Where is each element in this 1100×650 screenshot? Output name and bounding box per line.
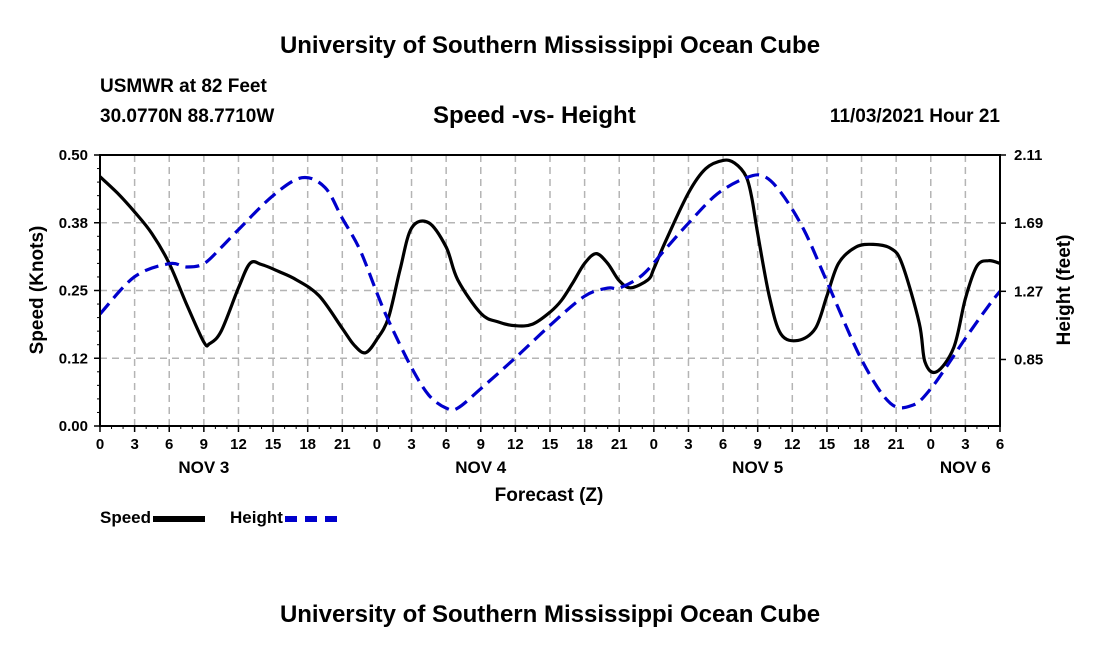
legend-item-height: Height xyxy=(230,508,337,528)
y-tick-label-right: 1.69 xyxy=(1014,215,1043,232)
legend-label-height: Height xyxy=(230,508,283,527)
y-axis-label-left: Speed (Knots) xyxy=(27,226,48,355)
x-tick-label: 12 xyxy=(507,436,524,453)
grid-layer xyxy=(100,154,1000,426)
y-tick-label-right: 1.27 xyxy=(1014,283,1043,300)
y-tick-label-right: 0.85 xyxy=(1014,351,1043,368)
chart-subtitle: Speed -vs- Height xyxy=(433,102,636,129)
y-tick-label-right: 2.11 xyxy=(1014,147,1042,164)
day-label: NOV 6 xyxy=(940,458,991,477)
legend-swatch-speed xyxy=(153,515,206,522)
legend-item-speed: Speed xyxy=(100,508,206,528)
station-name: USMWR at 82 Feet xyxy=(100,76,267,97)
x-tick-label: 9 xyxy=(754,436,762,453)
x-tick-label: 6 xyxy=(719,436,727,453)
x-tick-label: 12 xyxy=(784,436,801,453)
series-layer xyxy=(98,158,1002,412)
axis-layer: 0 3 6 9 12 15 18 21 0 3 6 9 12 15 18 21 0 3 6 9 12 15 18 21 0 3 6N… xyxy=(59,147,1043,477)
x-tick-label: 3 xyxy=(407,436,415,453)
y-tick-label-left: 0.00 xyxy=(59,418,88,435)
x-tick-label: 15 xyxy=(542,436,559,453)
y-axis-label-right: Height (feet) xyxy=(1054,235,1075,346)
x-tick-label: 0 xyxy=(373,436,381,453)
chart-main-title: University of Southern Mississippi Ocean… xyxy=(279,32,821,59)
x-tick-label: 18 xyxy=(576,436,593,453)
series-line-speed xyxy=(98,158,1001,375)
x-tick-label: 12 xyxy=(230,436,247,453)
x-tick-label: 15 xyxy=(819,436,836,453)
day-label: NOV 3 xyxy=(178,458,229,477)
x-tick-label: 9 xyxy=(477,436,485,453)
x-tick-label: 18 xyxy=(853,436,870,453)
x-tick-label: 0 xyxy=(650,436,658,453)
y-tick-label-left: 0.12 xyxy=(59,350,88,367)
forecast-datetime: 11/03/2021 Hour 21 xyxy=(829,106,1000,127)
footer-title: University of Southern Mississippi Ocean… xyxy=(279,601,821,628)
x-tick-label: 6 xyxy=(165,436,173,453)
x-tick-label: 21 xyxy=(888,436,905,453)
x-tick-label: 0 xyxy=(96,436,104,453)
legend-swatch-height xyxy=(284,515,337,522)
x-tick-label: 3 xyxy=(130,436,138,453)
x-tick-label: 18 xyxy=(299,436,316,453)
day-label: NOV 4 xyxy=(455,458,507,477)
x-tick-label: 0 xyxy=(927,436,935,453)
y-tick-label-left: 0.38 xyxy=(59,215,88,232)
x-tick-label: 6 xyxy=(442,436,450,453)
series-line-height xyxy=(98,173,1002,412)
legend-label-speed: Speed xyxy=(100,508,152,527)
x-tick-label: 3 xyxy=(684,436,692,453)
y-tick-label-left: 0.50 xyxy=(59,147,88,164)
x-tick-label: 21 xyxy=(334,436,351,453)
x-tick-label: 15 xyxy=(265,436,282,453)
x-tick-label: 3 xyxy=(961,436,969,453)
x-tick-label: 6 xyxy=(996,436,1004,453)
x-axis-label: Forecast (Z) xyxy=(495,485,604,506)
x-tick-label: 9 xyxy=(200,436,208,453)
day-label: NOV 5 xyxy=(732,458,783,477)
x-tick-label: 21 xyxy=(611,436,628,453)
station-coordinates: 30.0770N 88.7710W xyxy=(100,106,275,127)
y-tick-label-left: 0.25 xyxy=(59,283,88,300)
